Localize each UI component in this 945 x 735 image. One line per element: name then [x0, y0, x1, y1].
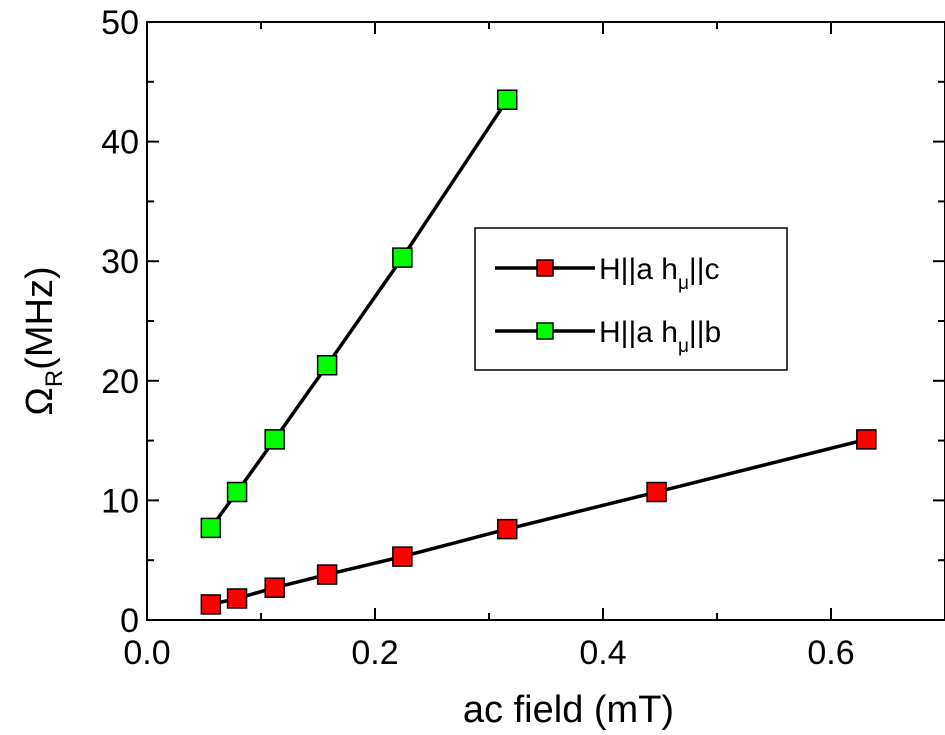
series-line	[209, 98, 509, 529]
axis-tick-labels: 0.0 0.2 0.4 0.6 0 10 20 30 40 50	[101, 4, 854, 672]
legend-marker	[536, 259, 554, 277]
plot-frame	[146, 21, 945, 621]
data-point	[496, 518, 518, 540]
y-axis-subscript: R	[41, 370, 68, 387]
series-1	[200, 429, 877, 615]
data-point	[200, 517, 222, 539]
series-line	[210, 437, 867, 607]
data-point	[200, 594, 222, 615]
data-point	[856, 429, 877, 450]
data-point	[226, 481, 248, 503]
x-axis-title: ac field (mT)	[463, 689, 674, 731]
data-point	[264, 577, 285, 598]
data-point	[316, 564, 338, 585]
data-point	[392, 546, 413, 567]
x-tick-label: 0.0	[123, 634, 170, 672]
y-axis-title: ΩR(MHz)	[19, 266, 68, 415]
series-2	[200, 89, 518, 539]
data-point	[646, 481, 667, 503]
legend: H||a hμ||c H||a hμ||b	[474, 227, 788, 371]
y-tick-label: 30	[101, 243, 139, 281]
y-tick-label: 0	[120, 602, 139, 640]
data-point	[264, 429, 285, 450]
y-axis-symbol: Ω	[19, 387, 61, 415]
legend-label: H||a hμ||b	[599, 316, 721, 357]
data-point	[496, 89, 518, 110]
y-tick-label: 10	[101, 482, 139, 520]
y-axis-unit: (MHz)	[19, 266, 61, 369]
y-tick-label: 40	[101, 124, 139, 162]
y-axis-title-text: ΩR(MHz)	[19, 266, 68, 415]
data-point	[316, 355, 338, 376]
x-tick-label: 0.6	[807, 634, 854, 672]
data-point	[392, 247, 413, 268]
legend-label: H||a hμ||c	[599, 253, 720, 294]
y-tick-label: 20	[101, 363, 139, 401]
data-point	[226, 588, 248, 609]
series-layer	[200, 89, 877, 615]
y-tick-label: 50	[101, 4, 139, 42]
legend-box	[474, 227, 788, 371]
x-tick-label: 0.4	[579, 634, 626, 672]
x-tick-label: 0.2	[351, 634, 398, 672]
legend-marker	[536, 322, 554, 340]
